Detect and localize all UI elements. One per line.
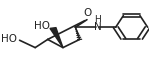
Polygon shape — [50, 28, 63, 48]
Text: N: N — [94, 22, 101, 32]
Text: HO: HO — [1, 34, 17, 44]
Text: O: O — [84, 8, 92, 18]
Text: HO: HO — [34, 21, 50, 31]
Text: H: H — [94, 15, 101, 24]
